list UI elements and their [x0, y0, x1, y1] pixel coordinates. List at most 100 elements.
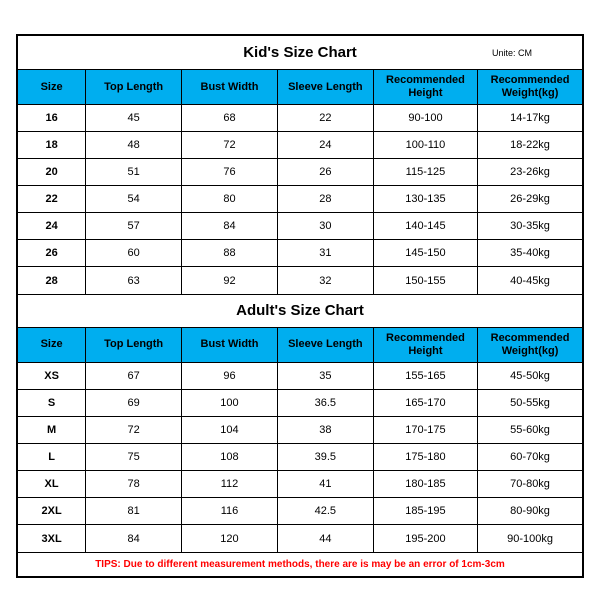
table-cell: 36.5	[277, 390, 373, 417]
table-cell: L	[18, 444, 86, 471]
unite-label: Unite: CM	[492, 48, 582, 58]
table-cell: 115-125	[373, 159, 477, 186]
table-cell: 22	[18, 186, 86, 213]
tips-text: TIPS: Due to different measurement metho…	[18, 552, 582, 576]
table-cell: 104	[182, 417, 278, 444]
table-cell: 20	[18, 159, 86, 186]
table-row: 24578430140-14530-35kg	[18, 213, 582, 240]
table-cell: 35	[277, 363, 373, 390]
table-cell: 26	[18, 240, 86, 267]
table-cell: 18	[18, 132, 86, 159]
col-sleeve-length: Sleeve Length	[277, 328, 373, 363]
table-cell: 90-100	[373, 105, 477, 132]
col-bust-width: Bust Width	[182, 328, 278, 363]
table-cell: 2XL	[18, 498, 86, 525]
table-cell: 81	[86, 498, 182, 525]
table-cell: 50-55kg	[478, 390, 582, 417]
table-cell: 84	[86, 525, 182, 552]
table-cell: 3XL	[18, 525, 86, 552]
table-row: 20517626115-12523-26kg	[18, 159, 582, 186]
adults-chart-title: Adult's Size Chart	[18, 302, 582, 319]
table-cell: 28	[18, 267, 86, 294]
table-cell: M	[18, 417, 86, 444]
table-cell: 96	[182, 363, 278, 390]
table-cell: 60	[86, 240, 182, 267]
col-rec-height: Recommended Height	[373, 328, 477, 363]
table-cell: 185-195	[373, 498, 477, 525]
col-bust-width: Bust Width	[182, 70, 278, 105]
col-top-length: Top Length	[86, 328, 182, 363]
table-cell: 72	[182, 132, 278, 159]
adults-table-body: XS679635155-16545-50kgS6910036.5165-1705…	[18, 363, 582, 552]
table-cell: 32	[277, 267, 373, 294]
table-cell: 165-170	[373, 390, 477, 417]
table-cell: 26	[277, 159, 373, 186]
table-row: M7210438170-17555-60kg	[18, 417, 582, 444]
col-size: Size	[18, 328, 86, 363]
table-cell: 69	[86, 390, 182, 417]
table-cell: 116	[182, 498, 278, 525]
table-cell: 90-100kg	[478, 525, 582, 552]
table-cell: 30-35kg	[478, 213, 582, 240]
table-cell: 63	[86, 267, 182, 294]
table-cell: 150-155	[373, 267, 477, 294]
table-row: 3XL8412044195-20090-100kg	[18, 525, 582, 552]
table-cell: 41	[277, 471, 373, 498]
table-row: 18487224100-11018-22kg	[18, 132, 582, 159]
adults-size-table: Size Top Length Bust Width Sleeve Length…	[18, 328, 582, 552]
table-cell: 145-150	[373, 240, 477, 267]
kids-table-body: 1645682290-10014-17kg18487224100-11018-2…	[18, 105, 582, 294]
table-cell: 112	[182, 471, 278, 498]
kids-chart-title: Kid's Size Chart	[108, 44, 492, 61]
table-cell: 57	[86, 213, 182, 240]
table-cell: 45	[86, 105, 182, 132]
table-cell: 75	[86, 444, 182, 471]
table-cell: 140-145	[373, 213, 477, 240]
table-cell: 155-165	[373, 363, 477, 390]
table-cell: 54	[86, 186, 182, 213]
table-cell: 18-22kg	[478, 132, 582, 159]
adults-table-head: Size Top Length Bust Width Sleeve Length…	[18, 328, 582, 363]
table-cell: 40-45kg	[478, 267, 582, 294]
size-chart-container: Kid's Size Chart Unite: CM Size Top Leng…	[16, 34, 584, 578]
table-cell: 35-40kg	[478, 240, 582, 267]
col-rec-weight: Recommended Weight(kg)	[478, 70, 582, 105]
adults-header-row: Size Top Length Bust Width Sleeve Length…	[18, 328, 582, 363]
table-row: 2XL8111642.5185-19580-90kg	[18, 498, 582, 525]
table-cell: 80-90kg	[478, 498, 582, 525]
table-row: 1645682290-10014-17kg	[18, 105, 582, 132]
table-cell: 84	[182, 213, 278, 240]
table-cell: 180-185	[373, 471, 477, 498]
table-cell: 14-17kg	[478, 105, 582, 132]
adults-title-row: Adult's Size Chart	[18, 294, 582, 328]
table-cell: 48	[86, 132, 182, 159]
table-cell: 28	[277, 186, 373, 213]
col-rec-height: Recommended Height	[373, 70, 477, 105]
table-cell: S	[18, 390, 86, 417]
table-row: L7510839.5175-18060-70kg	[18, 444, 582, 471]
table-cell: 24	[277, 132, 373, 159]
page-container: Kid's Size Chart Unite: CM Size Top Leng…	[0, 0, 600, 600]
table-cell: 108	[182, 444, 278, 471]
table-cell: 195-200	[373, 525, 477, 552]
table-cell: 76	[182, 159, 278, 186]
table-cell: 45-50kg	[478, 363, 582, 390]
table-cell: 175-180	[373, 444, 477, 471]
table-cell: 42.5	[277, 498, 373, 525]
table-cell: 130-135	[373, 186, 477, 213]
table-cell: 100	[182, 390, 278, 417]
table-row: 28639232150-15540-45kg	[18, 267, 582, 294]
table-row: 22548028130-13526-29kg	[18, 186, 582, 213]
table-cell: 68	[182, 105, 278, 132]
table-cell: 38	[277, 417, 373, 444]
table-cell: 26-29kg	[478, 186, 582, 213]
table-row: XS679635155-16545-50kg	[18, 363, 582, 390]
table-row: 26608831145-15035-40kg	[18, 240, 582, 267]
col-sleeve-length: Sleeve Length	[277, 70, 373, 105]
table-cell: 44	[277, 525, 373, 552]
table-cell: 16	[18, 105, 86, 132]
table-cell: 23-26kg	[478, 159, 582, 186]
table-cell: 24	[18, 213, 86, 240]
table-row: S6910036.5165-17050-55kg	[18, 390, 582, 417]
kids-size-table: Size Top Length Bust Width Sleeve Length…	[18, 70, 582, 294]
